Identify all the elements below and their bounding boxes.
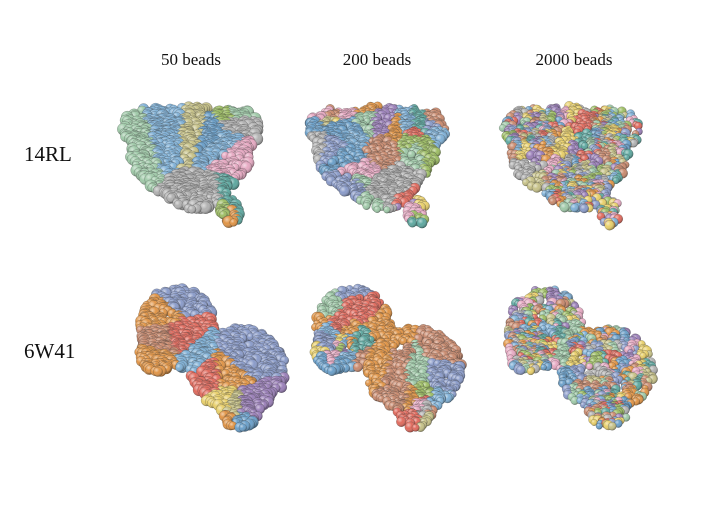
- render-14rl-50-beads: [117, 102, 263, 228]
- render-14rl-200-beads: [305, 102, 450, 228]
- bead-shading: [188, 205, 196, 213]
- bead-shading: [230, 219, 238, 227]
